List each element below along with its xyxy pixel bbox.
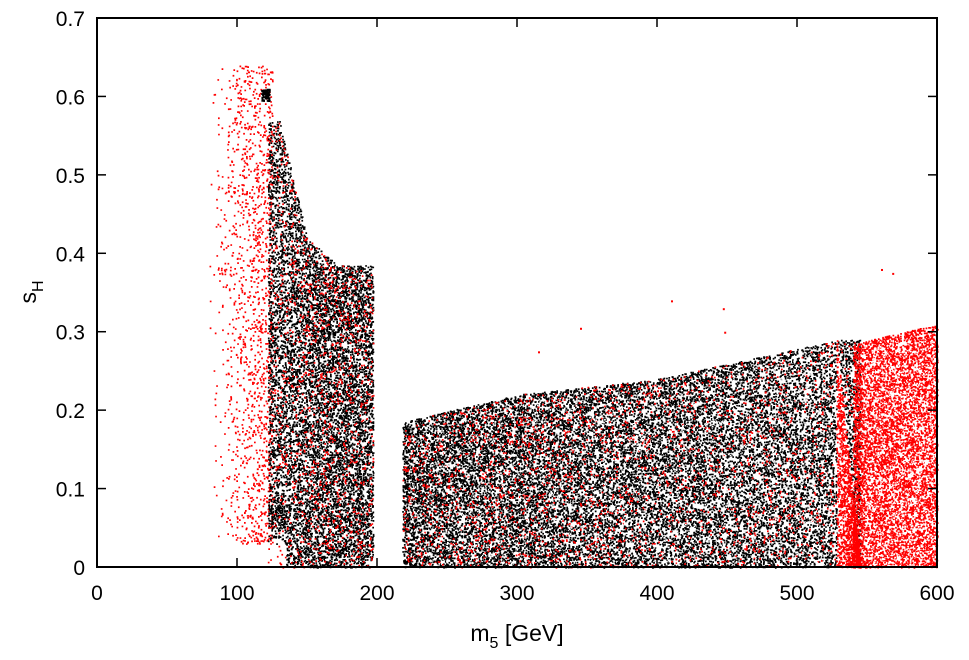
point-cloud [267,121,375,569]
outlier-point [892,272,895,275]
y-axis: 0 0.1 0.2 0.3 0.4 0.5 0.6 0.7 [56,8,937,580]
outlier-points [538,268,895,354]
points-layer [209,65,939,569]
outlier-point [722,308,725,311]
series-black-points [261,88,271,102]
series-red-points [209,65,274,545]
point-cloud [864,340,936,569]
y-tick-label: 0 [73,557,85,580]
point-cloud [209,65,274,545]
x-tick-label: 200 [359,582,394,605]
x-tick-label: 600 [919,582,954,605]
x-tick-label: 0 [91,582,103,605]
y-tick-label: 0.7 [56,8,85,31]
outlier-point [538,351,540,354]
outlier-point [881,268,883,271]
outlier-point [671,300,673,303]
series-black-points [267,121,375,569]
series-black-points [402,339,862,569]
y-axis-title: sH [15,280,47,303]
y-tick-label: 0.5 [56,165,85,188]
plot-frame [96,17,938,568]
y-tick-label: 0.6 [56,86,85,109]
x-tick-label: 500 [779,582,814,605]
point-cloud [261,88,271,102]
x-tick-label: 400 [639,582,674,605]
outlier-point [580,327,582,330]
y-tick-label: 0.2 [56,400,85,423]
y-tick-label: 0.1 [56,479,85,502]
series-red-points [836,348,862,569]
y-tick-label: 0.3 [56,322,85,345]
series-red-points [864,340,936,569]
outlier-point [724,331,727,334]
point-cloud [402,339,862,569]
point-cloud [836,348,862,569]
x-tick-label: 300 [499,582,534,605]
y-tick-label: 0.4 [56,243,86,266]
x-axis: 0 100 200 300 400 500 600 [91,18,955,605]
x-axis-title: m5 [GeV] [470,620,563,652]
x-tick-label: 100 [219,582,254,605]
